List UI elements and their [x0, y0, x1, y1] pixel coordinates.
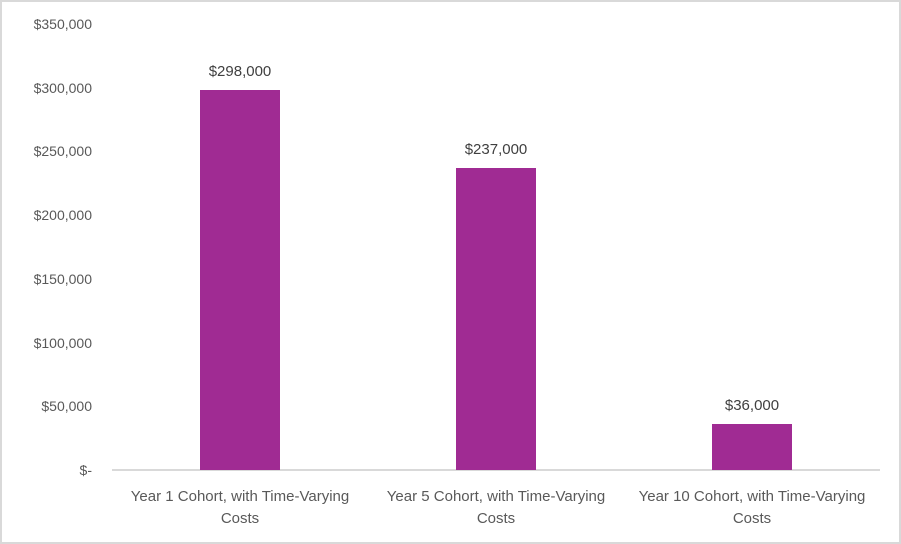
x-axis-category-label: Year 5 Cohort, with Time-Varying Costs — [368, 486, 624, 530]
y-axis-tick-label: $200,000 — [33, 207, 92, 224]
bar-value-label: $36,000 — [724, 397, 780, 415]
x-axis-category-label: Year 1 Cohort, with Time-Varying Costs — [112, 486, 368, 530]
x-axis-category-label-line: Year 5 Cohort, with Time-Varying — [386, 488, 606, 505]
y-axis-tick-label: $350,000 — [33, 16, 92, 32]
bar-value-label: $237,000 — [464, 140, 528, 158]
bar-1[interactable] — [200, 90, 280, 470]
x-axis-line — [112, 469, 880, 471]
x-axis-category-label-line: Costs — [220, 510, 260, 527]
bar-value-label: $298,000 — [208, 63, 272, 81]
y-axis-tick-label: $300,000 — [33, 79, 92, 96]
x-axis-category-label-line: Year 1 Cohort, with Time-Varying — [130, 488, 350, 505]
x-axis-category-label-line: Costs — [732, 510, 772, 527]
bar-3[interactable] — [712, 424, 792, 470]
y-axis-tick-label: $150,000 — [33, 270, 92, 287]
x-axis-category-label-line: Year 10 Cohort, with Time-Varying — [638, 488, 866, 505]
x-axis-category-label: Year 10 Cohort, with Time-Varying Costs — [624, 486, 880, 530]
y-axis-tick-label: $- — [79, 462, 92, 478]
y-axis-tick-label: $50,000 — [41, 398, 92, 415]
y-axis-tick-label: $100,000 — [33, 334, 92, 351]
bar-2[interactable] — [456, 167, 536, 470]
x-axis-category-label-line: Costs — [476, 510, 516, 527]
y-axis-tick-label: $250,000 — [33, 143, 92, 160]
